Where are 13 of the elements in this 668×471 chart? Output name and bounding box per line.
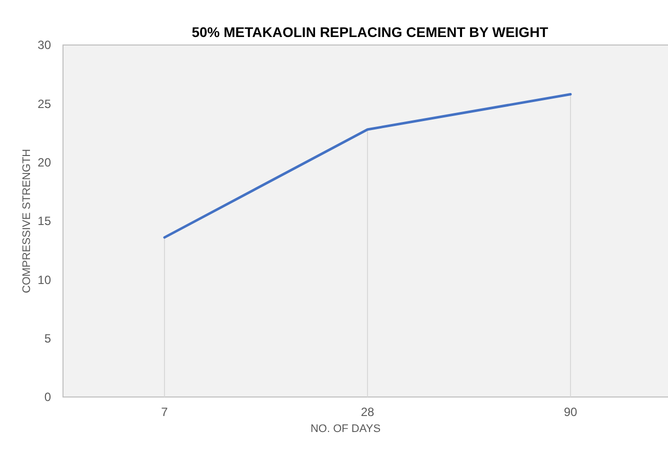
y-tick-label: 25 bbox=[38, 96, 52, 111]
y-tick-label: 10 bbox=[38, 272, 52, 287]
chart-title: 50% METAKAOLIN REPLACING CEMENT BY WEIGHT bbox=[192, 24, 549, 40]
y-tick-label: 15 bbox=[38, 214, 52, 228]
x-tick-label: 90 bbox=[564, 405, 578, 419]
x-tick-label: 28 bbox=[360, 405, 374, 419]
y-tick-label: 0 bbox=[44, 390, 52, 404]
y-tick-label: 30 bbox=[38, 38, 52, 52]
y-tick-label: 5 bbox=[44, 332, 52, 346]
y-axis-title: COMPRESSIVE STRENGTH bbox=[21, 148, 33, 294]
x-axis-title: NO. OF DAYS bbox=[310, 423, 381, 435]
x-tick-label: 7 bbox=[161, 405, 168, 419]
y-tick-label: 20 bbox=[38, 156, 52, 170]
